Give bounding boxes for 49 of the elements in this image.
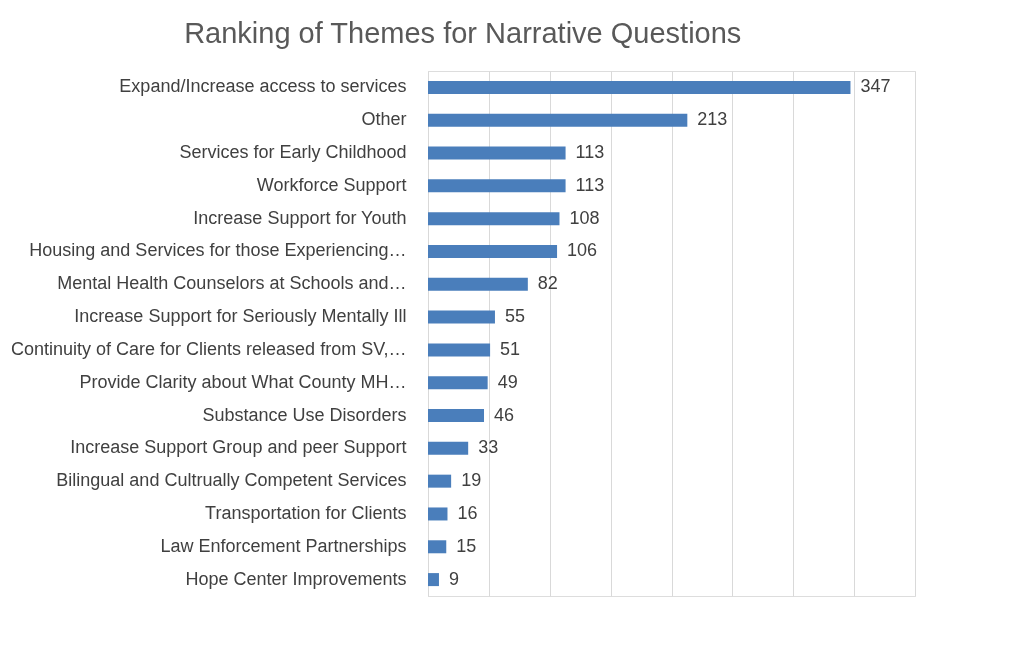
data-label: 55 <box>504 306 525 327</box>
data-label: 33 <box>478 437 499 458</box>
data-label: 15 <box>456 535 477 556</box>
y-tick-label: Increase Support for Seriously Mentally Ill <box>74 306 407 327</box>
y-tick-label: Continuity of Care for Clients released from SV,… <box>10 338 407 359</box>
data-label: 347 <box>860 76 891 97</box>
y-tick-label: Mental Health Counselors at Schools and… <box>57 273 407 294</box>
bar <box>428 244 558 258</box>
data-label: 213 <box>697 109 728 130</box>
y-tick-label: Transportation for Clients <box>205 502 407 523</box>
data-label: 113 <box>575 174 605 195</box>
data-label: 108 <box>569 207 600 228</box>
bar <box>428 343 491 357</box>
bar <box>428 146 566 160</box>
y-tick-label: Other <box>361 109 407 130</box>
bar <box>428 474 452 488</box>
y-tick-label: Increase Support for Youth <box>193 207 407 228</box>
data-label: 46 <box>494 404 515 425</box>
bar <box>428 80 851 94</box>
bar <box>428 507 448 521</box>
data-label: 49 <box>497 371 518 392</box>
bar <box>428 441 469 455</box>
bar <box>428 540 447 554</box>
data-label: 51 <box>500 338 521 359</box>
chart-title: Ranking of Themes for Narrative Questions <box>184 17 742 49</box>
y-tick-label: Hope Center Improvements <box>185 568 407 589</box>
data-label: 82 <box>537 273 558 294</box>
bar <box>428 409 485 423</box>
bar <box>428 113 688 127</box>
data-label: 106 <box>567 240 598 261</box>
bar <box>428 573 439 587</box>
data-label: 19 <box>461 470 482 491</box>
data-label: 113 <box>575 142 605 163</box>
bar <box>428 376 488 390</box>
data-label: 9 <box>448 568 459 589</box>
y-tick-label: Workforce Support <box>256 174 407 195</box>
data-label: 16 <box>457 502 478 523</box>
y-tick-label: Law Enforcement Partnerships <box>160 535 407 556</box>
y-tick-label: Expand/Increase access to services <box>119 76 407 97</box>
y-tick-label: Bilingual and Cultrually Competent Services <box>56 470 407 491</box>
y-tick-label: Housing and Services for those Experiencing… <box>29 240 407 261</box>
bar <box>428 179 566 193</box>
y-tick-label: Substance Use Disorders <box>202 404 407 425</box>
y-tick-label: Provide Clarity about What County MH… <box>79 371 407 392</box>
y-tick-label: Services for Early Childhood <box>179 142 407 163</box>
y-tick-label: Increase Support Group and peer Support <box>70 437 407 458</box>
bar <box>428 277 528 291</box>
bar <box>428 310 495 324</box>
bar <box>428 212 560 226</box>
